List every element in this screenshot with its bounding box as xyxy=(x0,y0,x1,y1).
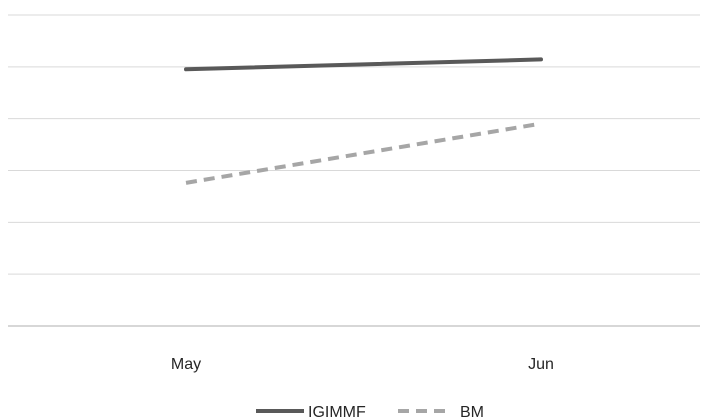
series-line-bm xyxy=(185,121,542,185)
x-tick-label: May xyxy=(171,356,201,373)
legend-label-igimmf: IGIMMF xyxy=(308,404,366,420)
x-tick-label: Jun xyxy=(528,356,554,373)
legend: IGIMMF BM xyxy=(256,404,484,420)
x-tick-labels: May Jun xyxy=(171,356,554,373)
series-line-igimmf xyxy=(184,57,543,72)
legend-label-bm: BM xyxy=(460,404,484,420)
series-group xyxy=(184,57,543,185)
gridlines xyxy=(8,14,700,275)
